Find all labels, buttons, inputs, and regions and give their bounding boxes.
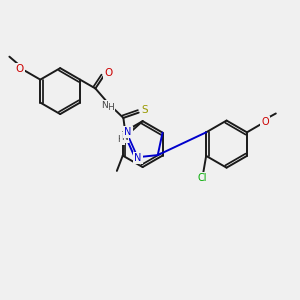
Text: O: O <box>16 64 24 74</box>
Text: N: N <box>134 153 142 164</box>
Text: N: N <box>121 133 128 142</box>
Text: O: O <box>261 117 269 127</box>
Text: S: S <box>141 105 148 115</box>
Text: N: N <box>101 101 108 110</box>
Text: Cl: Cl <box>198 173 207 183</box>
Text: N: N <box>124 127 132 137</box>
Text: H: H <box>117 135 124 144</box>
Text: O: O <box>104 68 113 78</box>
Text: H: H <box>107 103 113 112</box>
